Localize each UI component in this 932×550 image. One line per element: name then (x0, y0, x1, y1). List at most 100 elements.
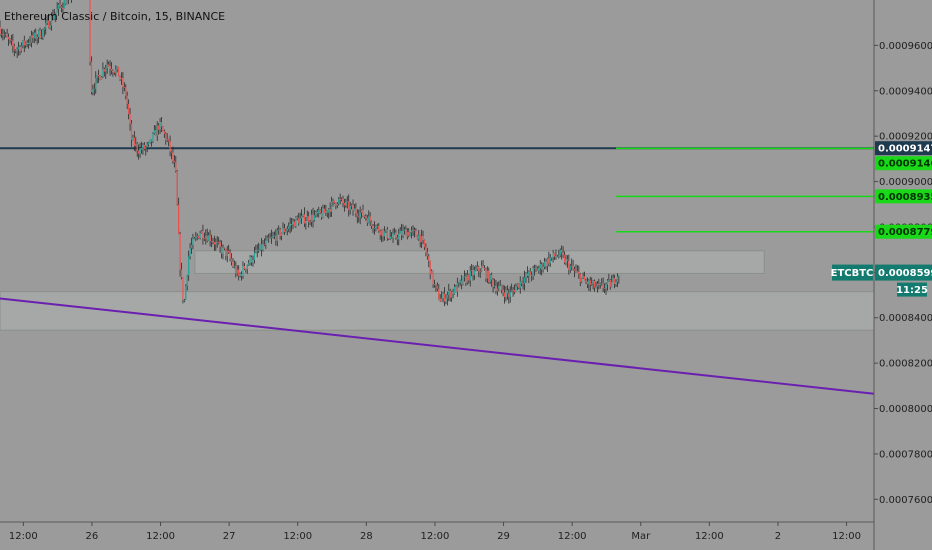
trendline[interactable] (0, 297, 875, 395)
candle-body (0, 34, 3, 35)
candle-body (413, 230, 416, 231)
time-axis[interactable]: 12:00 26 12:00 27 12:00 28 12:00 29 12:00 Mar 12:0… (9, 522, 861, 542)
candle-body (529, 271, 531, 276)
candle-body (402, 230, 404, 236)
candle-body (602, 283, 604, 289)
candle-body (295, 217, 297, 227)
candle-body (485, 269, 487, 279)
candle-body (218, 242, 220, 243)
candle-body (302, 214, 304, 216)
candle-body (605, 284, 607, 289)
candle-body (598, 283, 600, 286)
candle-body (216, 241, 218, 243)
candle-body (150, 139, 153, 142)
candle-body (223, 247, 225, 249)
zone-0[interactable] (194, 250, 765, 274)
candle-body (255, 249, 257, 253)
x-tick-label: 28 (360, 531, 373, 542)
candle-body (323, 208, 326, 213)
candle-body (98, 75, 100, 77)
candle-body (120, 78, 123, 80)
candle-body (359, 212, 361, 218)
candle-body (376, 225, 378, 227)
x-tick-label: 2 (775, 531, 781, 542)
candle-body (303, 214, 306, 224)
candle-body (438, 288, 440, 299)
candle-body (126, 95, 128, 104)
candle-body (559, 249, 561, 256)
candle-body (109, 65, 111, 69)
candle-body (23, 40, 25, 46)
candle-body (431, 270, 433, 275)
x-tick-label: 12:00 (832, 531, 861, 542)
candle-body (483, 268, 486, 270)
candle-body (33, 32, 35, 38)
candle-body (17, 46, 20, 50)
candle-body (459, 280, 461, 283)
zone-1[interactable] (0, 291, 875, 331)
candle-body (279, 229, 281, 237)
candle-body (298, 218, 300, 224)
candle-body (475, 269, 477, 271)
candle-body (143, 144, 145, 150)
candle-body (478, 266, 480, 271)
candle-body (339, 198, 341, 200)
candle-body (105, 68, 107, 72)
candle-body (158, 125, 160, 130)
candle-body (508, 293, 510, 297)
candle-body (106, 64, 108, 69)
x-tick-label: 26 (86, 531, 99, 542)
candle-body (328, 209, 330, 213)
candle-body (531, 275, 533, 276)
candle-body (592, 280, 594, 284)
candle-body (492, 279, 494, 287)
candle-body (145, 147, 147, 150)
candle-body (240, 273, 243, 277)
candle-body (555, 256, 557, 258)
candle-body (378, 225, 380, 232)
candle-body (448, 290, 450, 295)
candle-body (312, 214, 314, 221)
candles-layer (0, 0, 620, 307)
candle-body (563, 254, 566, 263)
candle-body (57, 4, 60, 9)
candle-body (523, 277, 526, 284)
candle-body (309, 222, 311, 223)
candle-body (37, 30, 40, 38)
candle-body (222, 247, 224, 254)
candle-body (179, 233, 181, 270)
candle-body (27, 42, 30, 45)
candle-body (370, 221, 373, 226)
candle-body (138, 151, 140, 154)
candle-body (442, 293, 444, 299)
candle-body (542, 266, 544, 270)
candle-body (525, 273, 527, 278)
candle-body (345, 201, 347, 206)
candle-body (532, 268, 534, 276)
candle-body (551, 257, 553, 259)
candle-body (32, 35, 34, 38)
candle-body (606, 280, 609, 285)
candle-body (333, 200, 336, 204)
candle-body (458, 282, 460, 284)
symbol-badge-label: ETCBTC (831, 268, 874, 279)
candle-body (489, 274, 491, 283)
candle-body (566, 259, 569, 261)
candle-body (526, 273, 528, 276)
candle-body (399, 230, 401, 234)
candle-body (46, 20, 48, 23)
candle-body (432, 270, 434, 285)
candle-body (292, 221, 294, 225)
candle-body (95, 77, 97, 89)
candle-body (476, 266, 478, 270)
candle-body (538, 268, 540, 271)
candle-body (239, 273, 241, 276)
candle-body (408, 231, 410, 236)
candle-body (25, 42, 27, 46)
candle-body (129, 113, 131, 124)
candle-body (340, 198, 343, 200)
candle-body (578, 271, 580, 274)
candle-body (403, 229, 406, 231)
candle-body (461, 280, 463, 285)
